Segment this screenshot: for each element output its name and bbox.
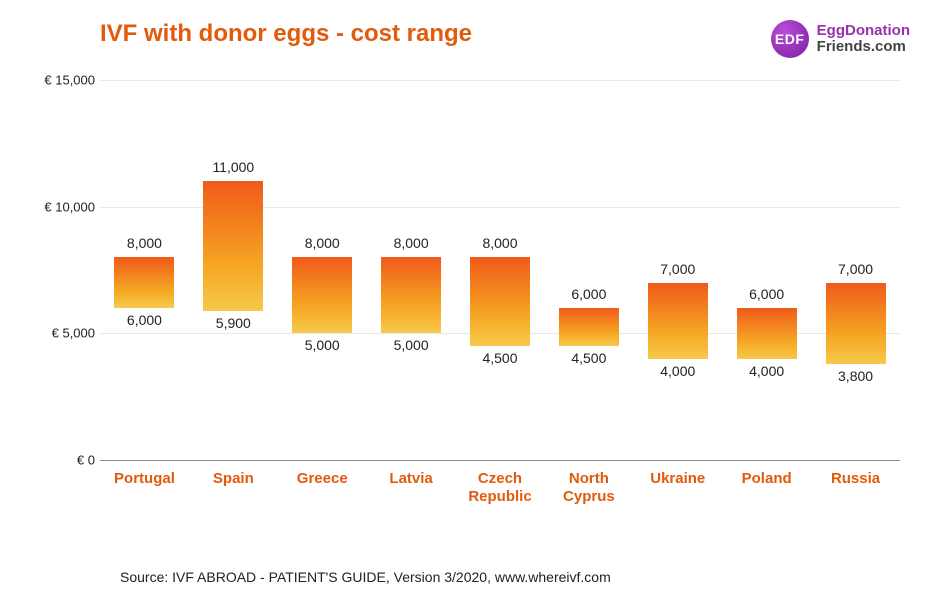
x-tick-label: Spain: [188, 470, 278, 488]
bar: [559, 308, 619, 346]
x-tick-label: Poland: [722, 470, 812, 488]
bar-high-label: 7,000: [816, 261, 896, 277]
bar-low-label: 5,000: [282, 337, 362, 353]
bar: [203, 181, 263, 310]
bar-high-label: 7,000: [638, 261, 718, 277]
x-tick-label: Ukraine: [633, 470, 723, 488]
gridline: [100, 80, 900, 81]
logo-badge: EDF: [771, 20, 809, 58]
x-tick-label: Portugal: [99, 470, 189, 488]
source-text: Source: IVF ABROAD - PATIENT'S GUIDE, Ve…: [120, 569, 611, 585]
bar: [292, 257, 352, 333]
bar-low-label: 5,900: [193, 315, 273, 331]
plot-area: € 0€ 5,000€ 10,000€ 15,0008,0006,00011,0…: [100, 80, 900, 460]
chart-area: € 0 € 5,000 € 10,000 € 15,000 8,000 6,000 11,0…: [40, 70, 910, 500]
bar-high-label: 8,000: [460, 235, 540, 251]
y-tick-label: € 5,000: [40, 326, 95, 341]
y-tick-label: € 0: [40, 453, 95, 468]
x-tick-label: Russia: [811, 470, 901, 488]
x-tick-label: NorthCyprus: [544, 470, 634, 506]
x-tick-label: Latvia: [366, 470, 456, 488]
x-tick-label: CzechRepublic: [455, 470, 545, 506]
bar-high-label: 8,000: [282, 235, 362, 251]
bar-low-label: 4,500: [460, 350, 540, 366]
bar-high-label: 8,000: [104, 235, 184, 251]
bar-low-label: 6,000: [104, 312, 184, 328]
bar: [826, 283, 886, 364]
y-tick-label: € 10,000: [40, 199, 95, 214]
bar: [648, 283, 708, 359]
x-tick-label: Greece: [277, 470, 367, 488]
bar: [470, 257, 530, 346]
bar-low-label: 4,000: [638, 363, 718, 379]
logo-line1: EggDonation: [817, 23, 910, 40]
bar-high-label: 6,000: [727, 286, 807, 302]
bar: [114, 257, 174, 308]
x-axis: PortugalSpainGreeceLatviaCzechRepublicNo…: [100, 470, 900, 520]
bar: [737, 308, 797, 359]
bar: [381, 257, 441, 333]
bar-high-label: 8,000: [371, 235, 451, 251]
bar-low-label: 4,000: [727, 363, 807, 379]
chart-title: IVF with donor eggs - cost range: [100, 20, 472, 48]
bar-low-label: 5,000: [371, 337, 451, 353]
brand-logo: EDF EggDonation Friends.com: [771, 20, 910, 58]
logo-line2: Friends.com: [817, 39, 910, 56]
bar-high-label: 6,000: [549, 286, 629, 302]
x-axis-line: [100, 460, 900, 461]
bar-low-label: 4,500: [549, 350, 629, 366]
bar-low-label: 3,800: [816, 368, 896, 384]
bar-high-label: 11,000: [193, 159, 273, 175]
y-tick-label: € 15,000: [40, 73, 95, 88]
